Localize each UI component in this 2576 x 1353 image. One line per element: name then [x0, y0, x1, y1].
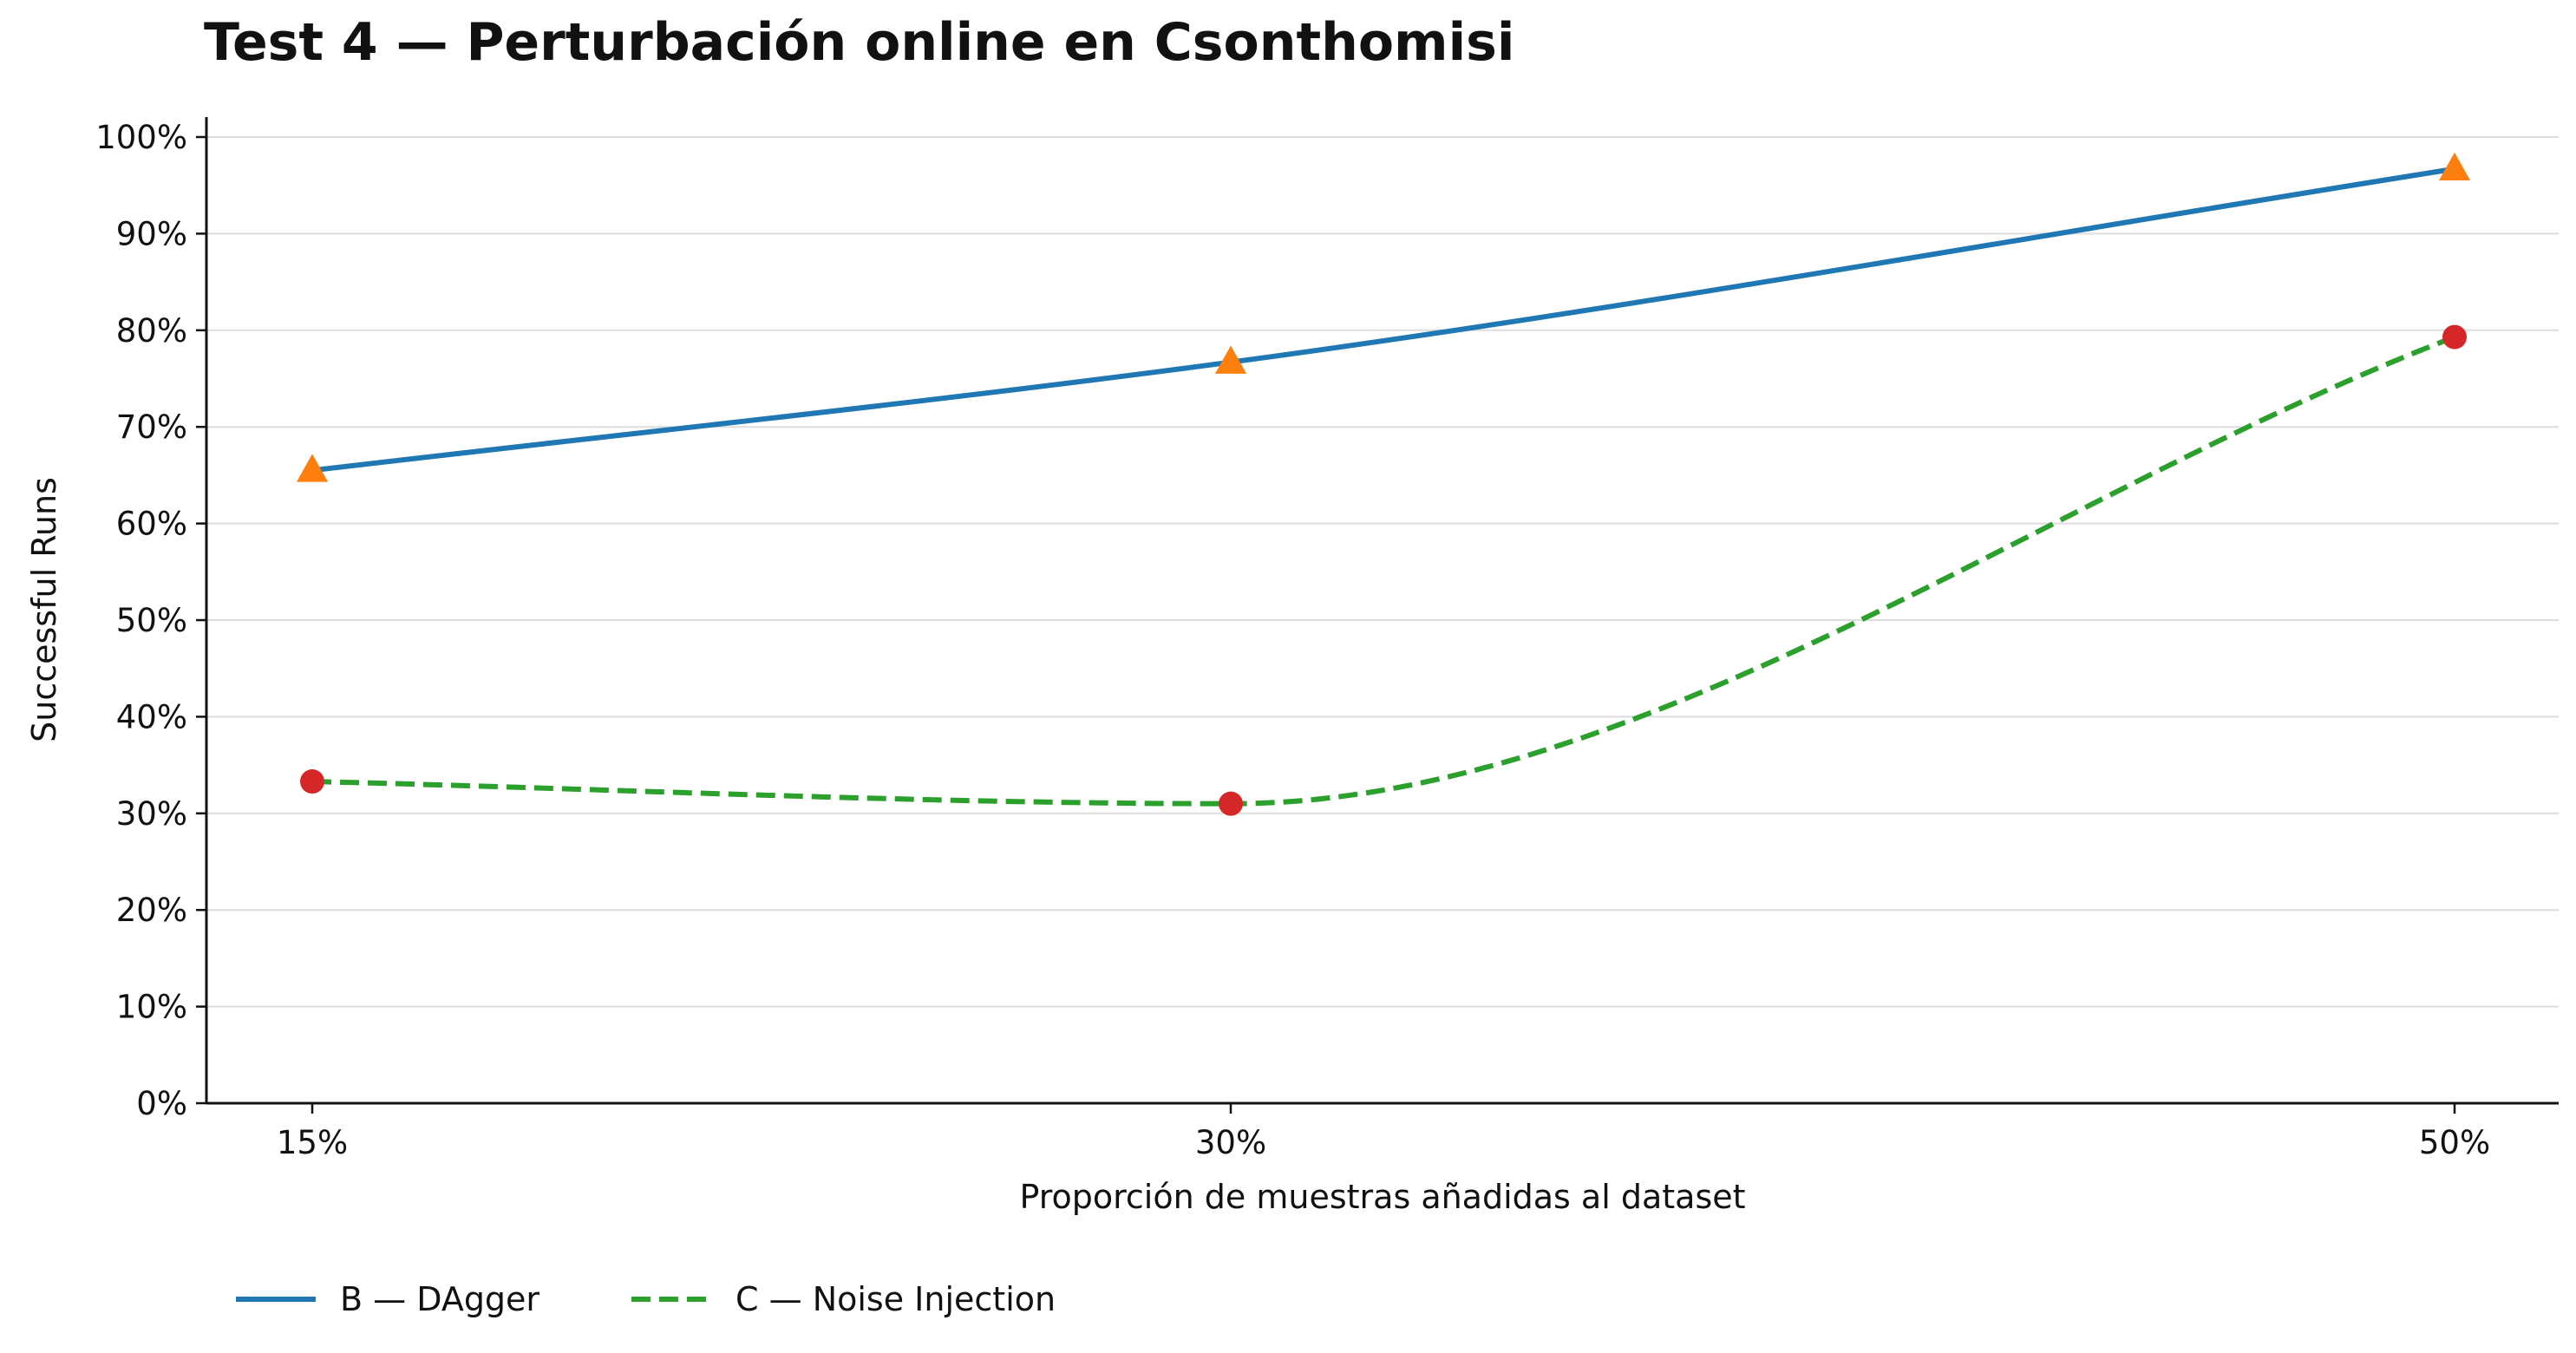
series-line-1: [311, 166, 2455, 474]
data-point-triangle: [2438, 152, 2471, 181]
x-tick-label: 50%: [2419, 1124, 2490, 1161]
legend: B — DAgger C — Noise Injection: [236, 1280, 1056, 1318]
y-tick-label: 80%: [116, 312, 187, 350]
y-tick-label: 90%: [116, 215, 187, 252]
x-axis-label: Proporción de muestras añadidas al datas…: [1019, 1178, 1745, 1216]
y-tick-label: 60%: [116, 506, 187, 543]
series-line-2: [311, 334, 2456, 807]
y-ticks: 0% 10% 20% 30% 40% 50% 60% 70% 80% 90% 100%: [95, 119, 206, 1122]
y-tick-label: 40%: [116, 698, 187, 735]
legend-label: B — DAgger: [340, 1280, 539, 1318]
data-point-circle: [1219, 791, 1243, 816]
x-tick-label: 30%: [1195, 1124, 1266, 1161]
chart-title: Test 4 — Perturbación online en Csonthom…: [204, 12, 1515, 73]
series-markers: [296, 152, 2471, 816]
y-tick-label: 50%: [116, 602, 187, 639]
gridlines: [206, 136, 2559, 1008]
data-point-circle: [300, 769, 324, 794]
data-point-triangle: [296, 454, 329, 482]
series-lines: [311, 166, 2456, 807]
y-tick-label: 100%: [95, 119, 187, 156]
y-tick-label: 20%: [116, 892, 187, 929]
y-tick-label: 0%: [136, 1085, 187, 1122]
legend-label: C — Noise Injection: [736, 1280, 1056, 1318]
axes: [205, 117, 2559, 1105]
y-axis-label: Successful Runs: [25, 477, 63, 742]
y-tick-label: 30%: [116, 795, 187, 833]
data-point-circle: [2442, 324, 2467, 350]
x-ticks: 15% 30% 50%: [277, 1103, 2490, 1161]
y-tick-label: 10%: [116, 989, 187, 1026]
x-tick-label: 15%: [277, 1124, 348, 1161]
y-tick-label: 70%: [116, 409, 187, 446]
data-point-triangle: [1214, 345, 1247, 374]
